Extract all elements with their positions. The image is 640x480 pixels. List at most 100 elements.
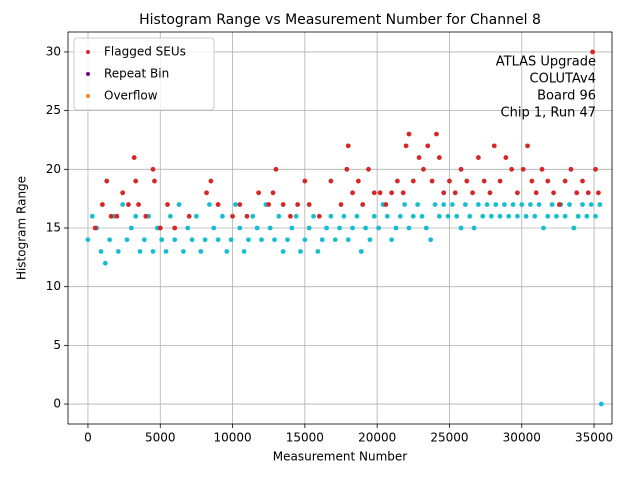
- legend-label: Overflow: [104, 89, 158, 103]
- x-tick-label: 15000: [286, 431, 324, 445]
- point: [403, 143, 409, 149]
- point: [120, 202, 126, 207]
- x-tick-label: 35000: [575, 431, 613, 445]
- point: [150, 166, 156, 172]
- point: [295, 202, 301, 207]
- point: [107, 237, 113, 243]
- point: [532, 213, 538, 219]
- point: [285, 237, 290, 243]
- point: [523, 213, 529, 219]
- point: [429, 178, 435, 184]
- point: [400, 190, 406, 196]
- point: [445, 213, 451, 219]
- point: [152, 178, 157, 184]
- point: [176, 202, 182, 207]
- point: [224, 249, 230, 254]
- point: [202, 237, 208, 243]
- point: [108, 213, 114, 219]
- point: [215, 237, 221, 243]
- point: [393, 225, 399, 231]
- point: [574, 190, 580, 196]
- point: [585, 190, 591, 196]
- point: [487, 190, 493, 196]
- point: [233, 202, 238, 207]
- point: [568, 166, 574, 172]
- point: [137, 249, 143, 254]
- point: [159, 237, 165, 243]
- point: [198, 249, 204, 254]
- point: [402, 202, 408, 207]
- point: [230, 213, 235, 219]
- point: [567, 202, 572, 207]
- point: [580, 202, 585, 207]
- y-tick-label: 5: [53, 338, 61, 352]
- point: [267, 225, 273, 231]
- point: [441, 190, 447, 196]
- point: [436, 155, 442, 160]
- point: [423, 225, 429, 231]
- point: [515, 190, 520, 196]
- y-tick-label: 15: [46, 221, 61, 235]
- point: [475, 202, 481, 207]
- point: [172, 225, 178, 231]
- point: [133, 213, 139, 219]
- point: [332, 237, 338, 243]
- point: [289, 225, 295, 231]
- point: [545, 178, 551, 184]
- point: [425, 143, 431, 149]
- point: [266, 202, 272, 207]
- plot-frame: [67, 31, 613, 425]
- point: [350, 225, 355, 231]
- point: [428, 237, 434, 243]
- legend-marker: [86, 50, 90, 54]
- y-tick-label: 20: [46, 162, 61, 176]
- point: [180, 249, 186, 254]
- point: [280, 202, 286, 207]
- point: [551, 190, 556, 196]
- point: [367, 237, 373, 243]
- point: [529, 178, 535, 184]
- point: [454, 213, 460, 219]
- point: [220, 213, 225, 219]
- point: [489, 213, 494, 219]
- point: [371, 190, 377, 196]
- point: [204, 190, 209, 196]
- point: [580, 178, 585, 184]
- point: [384, 213, 390, 219]
- point: [593, 166, 598, 172]
- point: [328, 178, 334, 184]
- point: [273, 166, 279, 172]
- point: [541, 225, 546, 231]
- point: [256, 190, 261, 196]
- point: [167, 213, 173, 219]
- point: [432, 202, 438, 207]
- point: [237, 225, 243, 231]
- point: [189, 237, 195, 243]
- point: [246, 237, 251, 243]
- point: [506, 213, 512, 219]
- point: [475, 155, 481, 160]
- point: [525, 143, 530, 149]
- point: [590, 49, 596, 55]
- point: [328, 213, 334, 219]
- point: [315, 249, 321, 254]
- point: [358, 249, 364, 254]
- y-tick-label: 10: [46, 279, 61, 293]
- point: [536, 202, 542, 207]
- point: [215, 202, 221, 207]
- point: [497, 178, 503, 184]
- point: [128, 225, 134, 231]
- point: [562, 213, 568, 219]
- point: [410, 178, 416, 184]
- point: [502, 202, 507, 207]
- point: [554, 213, 559, 219]
- point: [345, 237, 351, 243]
- point: [344, 166, 350, 172]
- x-tick-label: 0: [84, 431, 92, 445]
- point: [115, 249, 121, 254]
- point: [319, 237, 325, 243]
- point: [254, 225, 260, 231]
- point: [598, 401, 604, 407]
- point: [575, 213, 581, 219]
